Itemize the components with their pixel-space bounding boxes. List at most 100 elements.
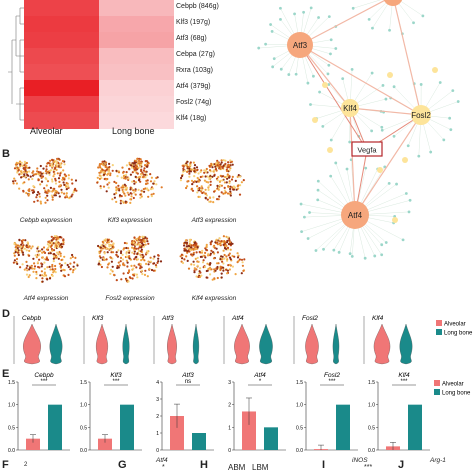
umap-cell	[135, 160, 138, 163]
bar-y-tick-label: 1.0	[80, 403, 87, 409]
umap-cell	[149, 256, 152, 259]
umap-cell	[223, 181, 226, 184]
umap-cell	[133, 182, 136, 185]
umap-cell	[40, 265, 43, 268]
umap-cell	[223, 189, 226, 192]
umap-cell	[98, 171, 101, 174]
umap-cell	[190, 244, 193, 247]
umap-cell	[236, 252, 239, 255]
umap-cell	[217, 186, 220, 189]
network-leaf-node	[371, 26, 374, 30]
umap-cell	[213, 277, 216, 280]
violin-title: Cebpb	[22, 315, 42, 322]
network-leaf-node	[329, 52, 332, 56]
umap-cell	[18, 160, 22, 163]
umap-cell	[200, 190, 203, 193]
umap-cell	[152, 192, 155, 195]
umap-cell	[192, 251, 195, 254]
umap-cell	[64, 262, 67, 265]
umap-cell	[190, 263, 193, 266]
umap-cell	[63, 275, 67, 278]
umap-cell	[128, 257, 131, 260]
umap-cell	[130, 192, 133, 195]
umap-cell	[201, 191, 204, 195]
umap-cell	[50, 241, 54, 244]
umap-cell	[139, 244, 142, 247]
umap-cell	[19, 246, 22, 249]
network-leaf-node	[392, 85, 396, 89]
umap-cell	[227, 161, 230, 164]
umap-cell	[140, 160, 143, 163]
umap-cell	[195, 275, 198, 278]
umap-cell	[212, 201, 215, 204]
heatmap-cell	[99, 64, 174, 81]
umap-cell	[118, 189, 121, 192]
network-leaf-node	[279, 17, 282, 21]
umap-cell	[160, 186, 163, 189]
bar-panel: Cebpb 1.5 1.0 0.5 0.0 ***	[8, 372, 70, 454]
network-hub-node	[411, 105, 431, 125]
umap-cell	[204, 175, 207, 178]
umap-cell	[229, 187, 232, 191]
umap-cell	[183, 169, 186, 173]
umap-cell	[115, 253, 118, 256]
umap-cell	[137, 249, 141, 252]
umap-cell	[199, 175, 202, 179]
umap-cell	[45, 184, 48, 187]
umap-cell	[109, 256, 113, 259]
umap-cell	[29, 266, 32, 269]
umap-cell	[136, 252, 139, 255]
sig-label: *	[259, 379, 262, 385]
umap-cell	[40, 262, 43, 265]
heatmap-col-alveolar: Alveolar	[30, 126, 63, 136]
bar-panel: Fosl2 1.5 1.0 0.5 0.0 ***	[296, 372, 358, 454]
heatmap-gene-label: Cebpa (27g)	[176, 51, 215, 58]
umap-cell	[63, 255, 66, 258]
umap-cell	[221, 258, 224, 261]
umap-cell	[134, 164, 137, 167]
umap-cell	[139, 241, 142, 244]
umap-cell	[213, 163, 216, 166]
umap-cell	[130, 264, 133, 267]
umap-cell	[105, 166, 108, 169]
umap-cell	[146, 252, 149, 255]
network-leaf-node	[392, 134, 396, 138]
bar-y-tick-label: 1.5	[296, 380, 303, 386]
violin-shape	[23, 323, 41, 365]
umap-cell	[222, 262, 225, 265]
umap-cell	[223, 186, 226, 189]
umap-cell	[192, 181, 195, 184]
umap-cell	[143, 190, 146, 193]
umap-cell	[37, 179, 40, 182]
umap-cell	[113, 193, 116, 196]
umap-cell	[219, 243, 222, 246]
umap-scatter	[12, 157, 78, 205]
umap-cell	[222, 266, 225, 269]
network-leaf-node	[449, 128, 453, 132]
panel-i-title: iNOS	[352, 457, 368, 464]
umap-cell	[128, 276, 131, 279]
umap-cell	[38, 192, 41, 195]
umap-cell	[214, 165, 217, 168]
umap-cell	[220, 159, 223, 162]
umap-cell	[55, 245, 58, 248]
umap-cell	[51, 196, 54, 199]
umap-cell	[186, 168, 189, 171]
umap-cell	[62, 238, 65, 241]
umap-cell	[46, 248, 49, 251]
umap-cell	[203, 179, 206, 182]
umap-cell	[122, 186, 125, 189]
bar-y-tick-label: 1.5	[80, 380, 87, 386]
umap-cell	[22, 190, 25, 193]
umap-cell	[209, 273, 212, 276]
umap-cell	[55, 168, 58, 171]
umap-cell	[28, 166, 31, 169]
umap-cell	[112, 246, 115, 249]
umap-cell	[147, 162, 150, 165]
umap-cell	[196, 185, 199, 188]
legend-swatch	[434, 380, 440, 386]
umap-cell	[139, 180, 142, 183]
umap-cell	[58, 262, 61, 265]
umap-cell	[55, 256, 58, 259]
umap-cell	[66, 263, 69, 267]
